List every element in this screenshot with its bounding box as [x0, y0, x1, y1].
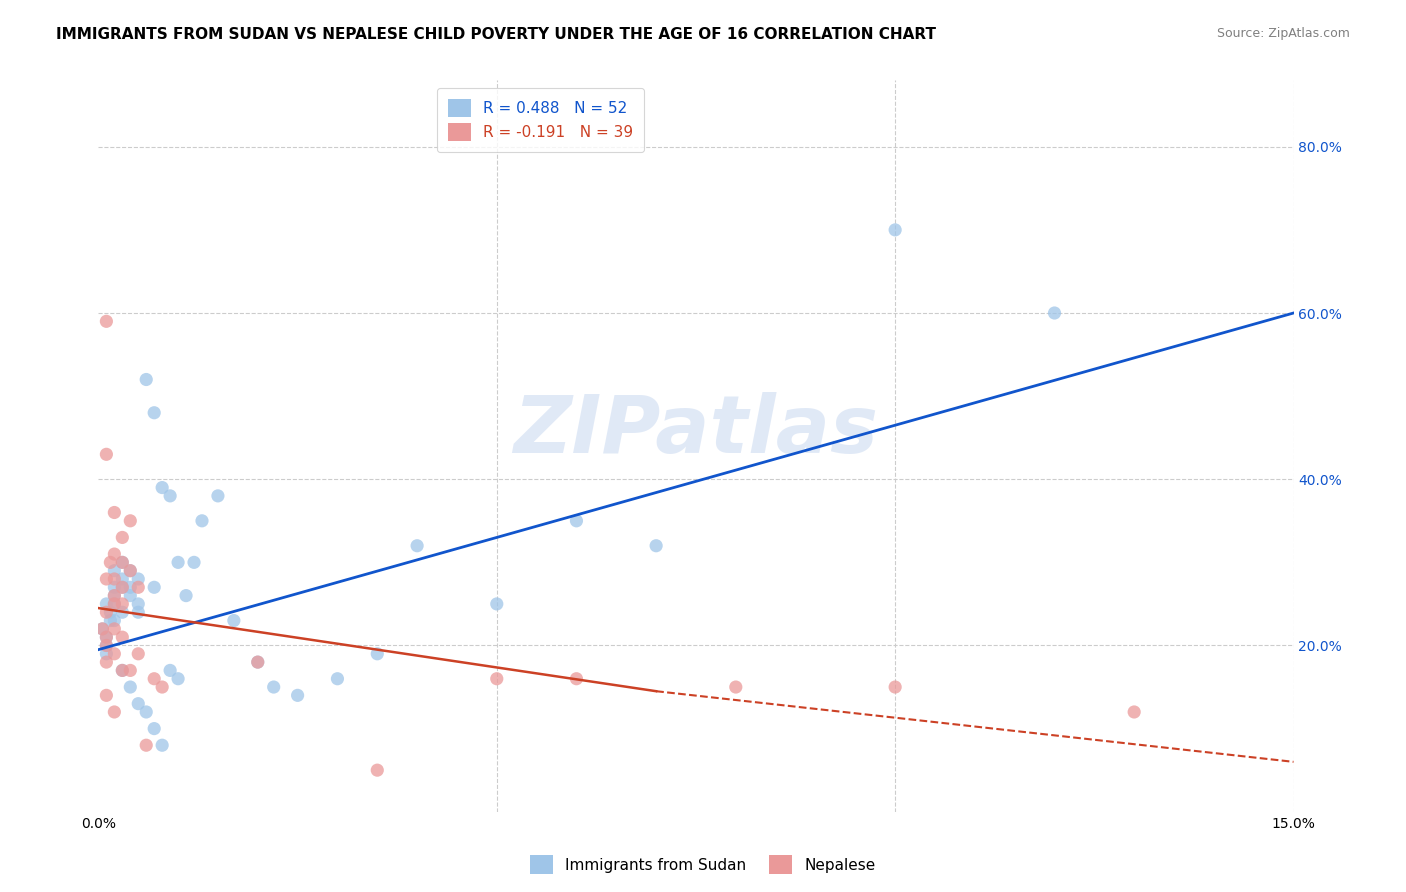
- Point: [191, 514, 214, 528]
- Point: [111, 630, 134, 644]
- Point: [326, 672, 349, 686]
- Point: [263, 680, 285, 694]
- Point: [565, 514, 588, 528]
- Legend: R = 0.488   N = 52, R = -0.191   N = 39: R = 0.488 N = 52, R = -0.191 N = 39: [437, 88, 644, 152]
- Legend: Immigrants from Sudan, Nepalese: Immigrants from Sudan, Nepalese: [524, 849, 882, 880]
- Point: [207, 489, 229, 503]
- Point: [96, 630, 118, 644]
- Point: [246, 655, 269, 669]
- Point: [565, 672, 588, 686]
- Point: [111, 605, 134, 619]
- Point: [1043, 306, 1066, 320]
- Point: [135, 738, 157, 752]
- Point: [103, 589, 125, 603]
- Point: [96, 447, 118, 461]
- Point: [120, 589, 142, 603]
- Point: [96, 655, 118, 669]
- Point: [143, 672, 166, 686]
- Point: [135, 705, 157, 719]
- Point: [96, 630, 118, 644]
- Point: [174, 589, 197, 603]
- Point: [127, 605, 149, 619]
- Point: [96, 605, 118, 619]
- Point: [159, 489, 181, 503]
- Point: [183, 555, 205, 569]
- Point: [111, 572, 134, 586]
- Point: [96, 639, 118, 653]
- Point: [127, 597, 149, 611]
- Point: [167, 672, 190, 686]
- Point: [366, 647, 388, 661]
- Point: [127, 697, 149, 711]
- Point: [366, 763, 388, 777]
- Point: [103, 705, 125, 719]
- Point: [120, 564, 142, 578]
- Point: [406, 539, 429, 553]
- Point: [103, 580, 125, 594]
- Point: [884, 680, 907, 694]
- Point: [103, 564, 125, 578]
- Text: ZIPatlas: ZIPatlas: [513, 392, 879, 470]
- Point: [143, 406, 166, 420]
- Point: [120, 664, 142, 678]
- Point: [127, 572, 149, 586]
- Point: [96, 639, 118, 653]
- Point: [98, 614, 122, 628]
- Point: [167, 555, 190, 569]
- Point: [103, 622, 125, 636]
- Point: [150, 481, 173, 495]
- Point: [120, 564, 142, 578]
- Point: [103, 572, 125, 586]
- Point: [96, 314, 118, 328]
- Point: [150, 680, 173, 694]
- Point: [143, 580, 166, 594]
- Point: [120, 580, 142, 594]
- Point: [103, 597, 125, 611]
- Point: [645, 539, 668, 553]
- Point: [111, 555, 134, 569]
- Point: [91, 622, 114, 636]
- Point: [96, 647, 118, 661]
- Point: [246, 655, 269, 669]
- Point: [159, 664, 181, 678]
- Point: [287, 689, 309, 703]
- Point: [127, 580, 149, 594]
- Text: Source: ZipAtlas.com: Source: ZipAtlas.com: [1216, 27, 1350, 40]
- Point: [143, 722, 166, 736]
- Point: [96, 572, 118, 586]
- Point: [120, 680, 142, 694]
- Point: [103, 597, 125, 611]
- Point: [91, 622, 114, 636]
- Point: [103, 614, 125, 628]
- Point: [1123, 705, 1146, 719]
- Point: [96, 689, 118, 703]
- Point: [222, 614, 245, 628]
- Point: [111, 530, 134, 544]
- Point: [127, 647, 149, 661]
- Point: [150, 738, 173, 752]
- Point: [111, 597, 134, 611]
- Point: [135, 372, 157, 386]
- Point: [724, 680, 747, 694]
- Point: [103, 547, 125, 561]
- Point: [485, 672, 508, 686]
- Point: [111, 555, 134, 569]
- Point: [120, 514, 142, 528]
- Point: [103, 647, 125, 661]
- Point: [884, 223, 907, 237]
- Point: [103, 506, 125, 520]
- Point: [96, 597, 118, 611]
- Point: [98, 555, 122, 569]
- Point: [103, 589, 125, 603]
- Point: [111, 664, 134, 678]
- Point: [111, 580, 134, 594]
- Point: [111, 664, 134, 678]
- Text: IMMIGRANTS FROM SUDAN VS NEPALESE CHILD POVERTY UNDER THE AGE OF 16 CORRELATION : IMMIGRANTS FROM SUDAN VS NEPALESE CHILD …: [56, 27, 936, 42]
- Point: [111, 580, 134, 594]
- Point: [485, 597, 508, 611]
- Point: [98, 605, 122, 619]
